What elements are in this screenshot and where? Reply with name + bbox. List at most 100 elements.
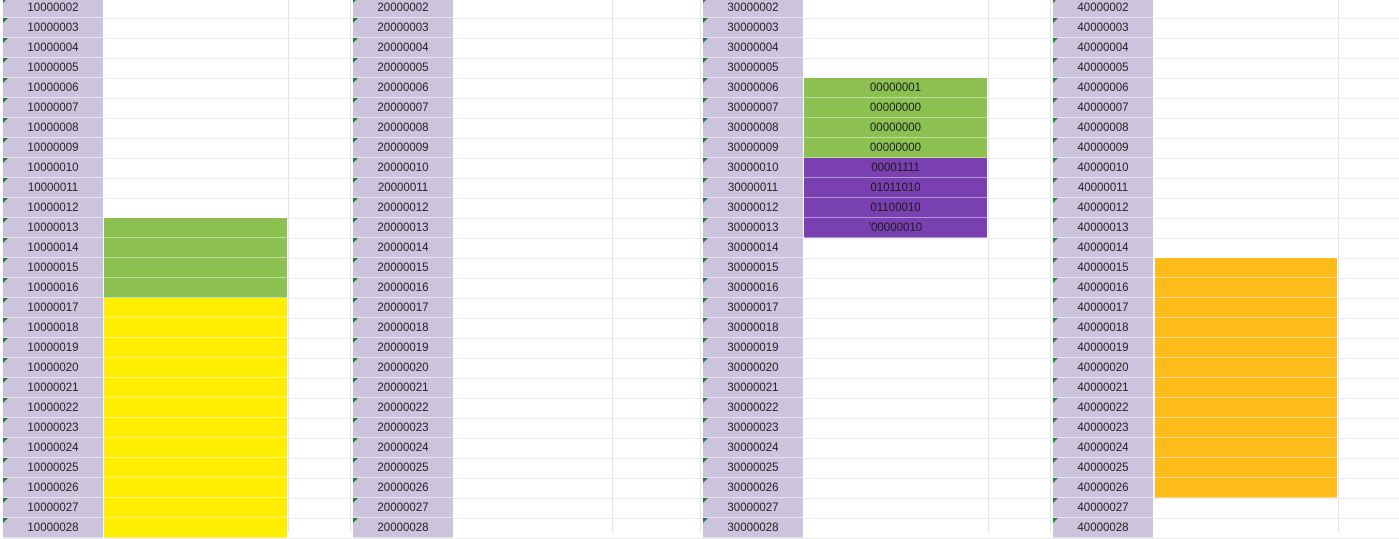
address-cell[interactable]: 30000014 [703,238,803,258]
address-cell[interactable]: 20000003 [353,18,453,38]
address-cell[interactable]: 40000016 [1053,278,1153,298]
address-cell[interactable]: 20000022 [353,398,453,418]
address-cell[interactable]: 40000018 [1053,318,1153,338]
address-cell[interactable]: 40000002 [1053,0,1153,18]
address-cell[interactable]: 40000027 [1053,498,1153,518]
address-cell[interactable]: 40000003 [1053,18,1153,38]
address-cell[interactable]: 30000013 [703,218,803,238]
memory-value-cell[interactable]: 01011010 [804,178,987,198]
address-cell[interactable]: 40000008 [1053,118,1153,138]
address-cell[interactable]: 30000027 [703,498,803,518]
address-cell[interactable]: 20000006 [353,78,453,98]
address-cell[interactable]: 10000015 [3,258,103,278]
address-cell[interactable]: 10000022 [3,398,103,418]
address-cell[interactable]: 40000012 [1053,198,1153,218]
address-cell[interactable]: 40000006 [1053,78,1153,98]
address-cell[interactable]: 30000003 [703,18,803,38]
memory-value-cell[interactable] [104,418,287,438]
address-cell[interactable]: 30000010 [703,158,803,178]
address-cell[interactable]: 40000020 [1053,358,1153,378]
address-cell[interactable]: 30000019 [703,338,803,358]
address-cell[interactable]: 10000019 [3,338,103,358]
address-cell[interactable]: 30000007 [703,98,803,118]
memory-value-cell[interactable] [104,238,287,258]
address-cell[interactable]: 40000019 [1053,338,1153,358]
memory-value-cell[interactable]: 00001111 [804,158,987,178]
address-cell[interactable]: 40000025 [1053,458,1153,478]
address-cell[interactable]: 40000014 [1053,238,1153,258]
address-cell[interactable]: 10000007 [3,98,103,118]
memory-value-cell[interactable] [104,318,287,338]
address-cell[interactable]: 30000016 [703,278,803,298]
address-cell[interactable]: 10000028 [3,518,103,538]
address-cell[interactable]: 10000002 [3,0,103,18]
address-cell[interactable]: 30000011 [703,178,803,198]
address-cell[interactable]: 20000019 [353,338,453,358]
address-cell[interactable]: 20000014 [353,238,453,258]
address-cell[interactable]: 30000028 [703,518,803,538]
address-cell[interactable]: 30000022 [703,398,803,418]
memory-value-cell[interactable]: 00000000 [804,138,987,158]
address-cell[interactable]: 40000023 [1053,418,1153,438]
address-cell[interactable]: 30000020 [703,358,803,378]
memory-value-cell[interactable] [104,278,287,298]
address-cell[interactable]: 40000007 [1053,98,1153,118]
address-cell[interactable]: 10000020 [3,358,103,378]
memory-value-cell[interactable] [1155,478,1337,498]
address-cell[interactable]: 10000016 [3,278,103,298]
memory-value-cell[interactable]: '00000010 [804,218,987,238]
address-cell[interactable]: 10000005 [3,58,103,78]
memory-value-cell[interactable] [1155,258,1337,278]
address-cell[interactable]: 10000013 [3,218,103,238]
address-cell[interactable]: 20000016 [353,278,453,298]
address-cell[interactable]: 20000027 [353,498,453,518]
address-cell[interactable]: 20000007 [353,98,453,118]
address-cell[interactable]: 30000025 [703,458,803,478]
address-cell[interactable]: 20000021 [353,378,453,398]
address-cell[interactable]: 10000010 [3,158,103,178]
memory-value-cell[interactable] [1155,438,1337,458]
memory-value-cell[interactable] [104,338,287,358]
address-cell[interactable]: 30000023 [703,418,803,438]
memory-value-cell[interactable] [104,218,287,238]
address-cell[interactable]: 20000004 [353,38,453,58]
address-cell[interactable]: 40000013 [1053,218,1153,238]
address-cell[interactable]: 10000004 [3,38,103,58]
address-cell[interactable]: 40000011 [1053,178,1153,198]
address-cell[interactable]: 30000008 [703,118,803,138]
address-cell[interactable]: 30000024 [703,438,803,458]
address-cell[interactable]: 20000005 [353,58,453,78]
address-cell[interactable]: 20000024 [353,438,453,458]
memory-value-cell[interactable] [104,498,287,518]
address-cell[interactable]: 20000009 [353,138,453,158]
memory-value-cell[interactable] [104,438,287,458]
address-cell[interactable]: 20000023 [353,418,453,438]
address-cell[interactable]: 40000028 [1053,518,1153,538]
address-cell[interactable]: 10000008 [3,118,103,138]
memory-value-cell[interactable]: 00000001 [804,78,987,98]
address-cell[interactable]: 20000011 [353,178,453,198]
address-cell[interactable]: 10000003 [3,18,103,38]
address-cell[interactable]: 30000002 [703,0,803,18]
memory-value-cell[interactable] [1155,418,1337,438]
memory-value-cell[interactable] [1155,398,1337,418]
address-cell[interactable]: 40000004 [1053,38,1153,58]
memory-value-cell[interactable] [104,358,287,378]
address-cell[interactable]: 10000023 [3,418,103,438]
memory-value-cell[interactable] [1155,358,1337,378]
address-cell[interactable]: 20000018 [353,318,453,338]
address-cell[interactable]: 30000012 [703,198,803,218]
address-cell[interactable]: 40000015 [1053,258,1153,278]
address-cell[interactable]: 30000009 [703,138,803,158]
memory-value-cell[interactable] [104,398,287,418]
address-cell[interactable]: 30000021 [703,378,803,398]
memory-value-cell[interactable] [1155,298,1337,318]
address-cell[interactable]: 10000024 [3,438,103,458]
address-cell[interactable]: 40000017 [1053,298,1153,318]
address-cell[interactable]: 10000009 [3,138,103,158]
address-cell[interactable]: 20000010 [353,158,453,178]
address-cell[interactable]: 20000002 [353,0,453,18]
memory-value-cell[interactable] [1155,278,1337,298]
memory-value-cell[interactable]: 01100010 [804,198,987,218]
memory-value-cell[interactable] [1155,318,1337,338]
